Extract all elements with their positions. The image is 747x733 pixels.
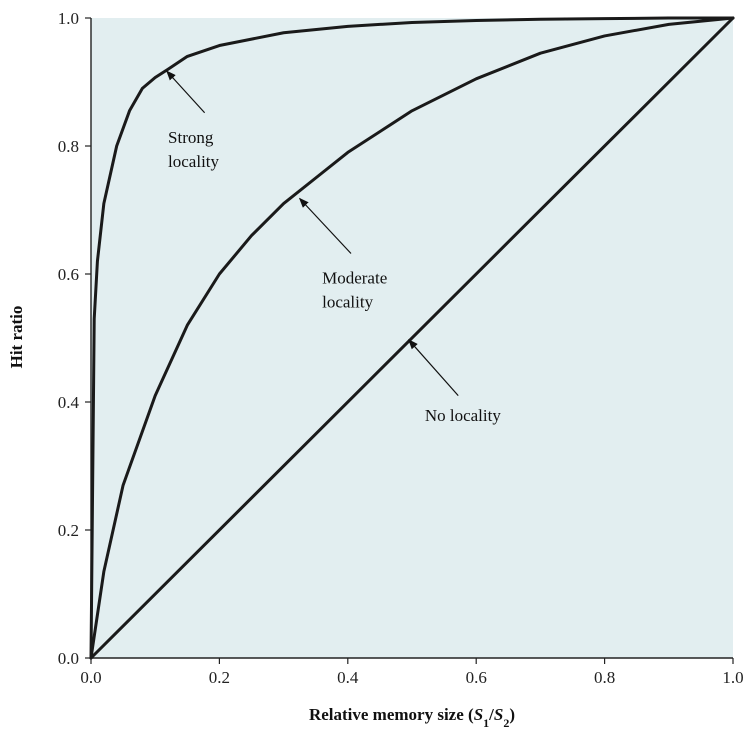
x-tick-label: 0.8 (594, 668, 615, 687)
x-tick-label: 0.4 (337, 668, 359, 687)
tick-labels: 0.0 0.2 0.4 0.6 0.8 1.0 0.0 0.2 0.4 0.6 0.8 1.0 (58, 9, 744, 687)
series-layer (89, 16, 735, 660)
x-tick-label: 0.6 (466, 668, 487, 687)
series-line-strong (89, 16, 735, 660)
x-axis-title-close: ) (509, 705, 515, 724)
x-axis-title-slash: / (488, 705, 494, 724)
annotation-label-strong: Strong locality (168, 128, 219, 171)
x-axis-title: Relative memory size (S1/S2) (309, 705, 515, 730)
annotation-label-none: No locality (425, 406, 502, 425)
x-axis-title-s1: S (474, 705, 483, 724)
y-tick-label: 0.8 (58, 137, 79, 156)
y-axis-title: Hit ratio (7, 306, 26, 369)
x-tick-label: 0.2 (209, 668, 230, 687)
y-tick-label: 0.4 (58, 393, 80, 412)
x-axis-title-main: Relative memory size ( (309, 705, 474, 724)
series-line-moderate (89, 16, 735, 660)
x-axis-title-s2: S (494, 705, 503, 724)
x-axis-title-s1-sub: 1 (483, 716, 489, 730)
x-tick-label: 0.0 (80, 668, 101, 687)
annotation-label-moderate: Moderate locality (322, 269, 387, 312)
x-tick-label: 1.0 (722, 668, 743, 687)
y-tick-label: 0.6 (58, 265, 79, 284)
x-axis-title-s2-sub: 2 (503, 716, 509, 730)
y-tick-label: 0.0 (58, 649, 79, 668)
annotation-arrow-strong (166, 70, 206, 114)
series-line-none (89, 16, 735, 660)
annotation-arrow-moderate (298, 197, 352, 254)
annotations: Strong locality Moderate locality No localit… (166, 70, 502, 425)
annotation-arrow-none (408, 339, 459, 396)
y-tick-label: 0.2 (58, 521, 79, 540)
y-tick-label: 1.0 (58, 9, 79, 28)
